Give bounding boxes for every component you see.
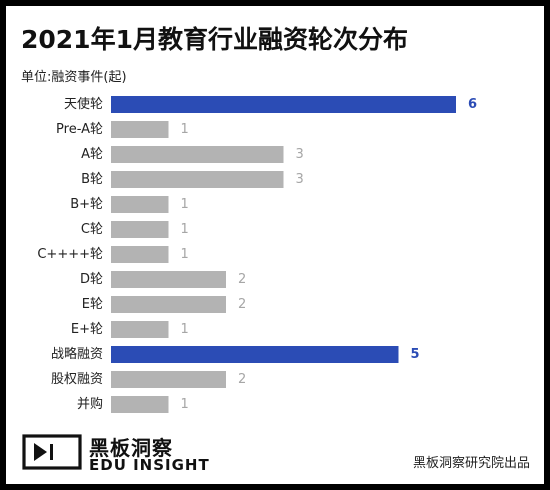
unit-label: 单位:融资事件(起) [21, 70, 127, 85]
bar [111, 371, 226, 388]
category-label: 并购 [77, 396, 103, 412]
bar [111, 96, 456, 113]
category-label: 战略融资 [51, 346, 103, 362]
category-label: B轮 [81, 172, 103, 187]
value-label: 2 [238, 297, 246, 312]
bar [111, 146, 284, 163]
category-label: C++++轮 [37, 247, 103, 262]
chart-title: 2021年1月教育行业融资轮次分布 [21, 25, 408, 54]
bar [111, 196, 169, 213]
bar [111, 321, 169, 338]
value-label: 1 [181, 122, 189, 137]
value-label: 1 [181, 197, 189, 212]
bar [111, 246, 169, 263]
bar-chart: 天使轮 6 Pre-A轮 1 A轮 3 B轮 3 B+轮 1 C轮 1 C++++轮 1 D轮 2 E轮 2 E+轮… [37, 96, 477, 413]
category-label: E+轮 [71, 322, 103, 337]
bar [111, 296, 226, 313]
value-label: 3 [296, 147, 304, 162]
category-label: C轮 [81, 222, 103, 237]
value-label: 6 [468, 97, 477, 112]
value-label: 2 [238, 272, 246, 287]
edu-insight-logo-icon [22, 434, 82, 470]
bar [111, 221, 169, 238]
bar [111, 396, 169, 413]
value-label: 5 [411, 347, 420, 362]
value-label: 1 [181, 397, 189, 412]
bar [111, 346, 399, 363]
value-label: 1 [181, 322, 189, 337]
bar [111, 171, 284, 188]
brand-name-en: EDU INSIGHT [89, 456, 210, 474]
category-label: 天使轮 [64, 96, 103, 112]
category-label: E轮 [82, 297, 103, 312]
category-label: 股权融资 [51, 371, 103, 387]
value-label: 3 [296, 172, 304, 187]
bar [111, 271, 226, 288]
value-label: 1 [181, 222, 189, 237]
bar [111, 121, 169, 138]
category-label: B+轮 [70, 197, 103, 212]
value-label: 1 [181, 247, 189, 262]
category-label: D轮 [80, 272, 103, 287]
brand-name-cn: 黑板洞察 [89, 436, 173, 460]
chart-card: 2021年1月教育行业融资轮次分布 单位:融资事件(起) 天使轮 6 Pre-A轮 1… [6, 6, 544, 484]
value-label: 2 [238, 372, 246, 387]
category-label: A轮 [81, 147, 103, 162]
source-credit: 黑板洞察研究院出品 [412, 456, 530, 471]
category-label: Pre-A轮 [56, 122, 103, 137]
